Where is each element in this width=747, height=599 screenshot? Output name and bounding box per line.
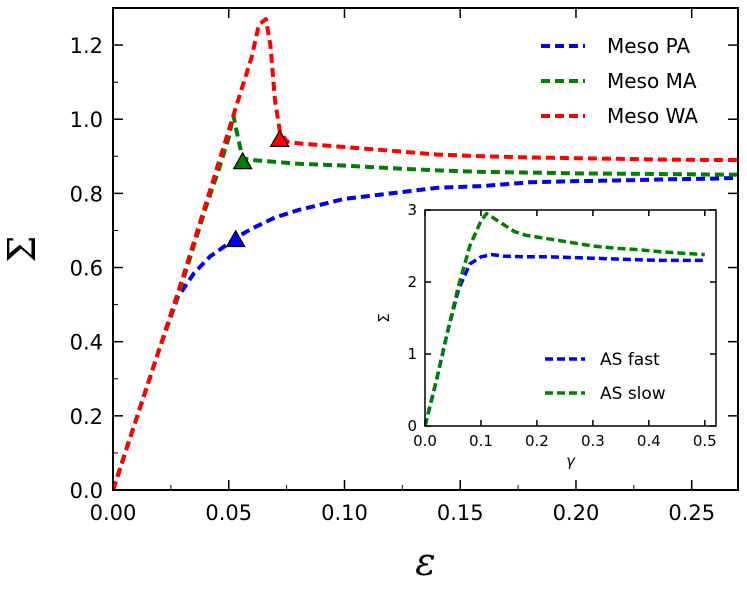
main-x-tick-label: 0.05: [205, 501, 252, 525]
main-series-line-meso-wa: [113, 17, 738, 490]
main-y-tick-label: 0.8: [70, 182, 103, 206]
main-marker-meso-ma: [232, 151, 253, 170]
inset-x-tick-label: 0.5: [693, 432, 717, 450]
main-legend-label: Meso WA: [607, 104, 698, 128]
inset-x-tick-label: 0.2: [525, 432, 549, 450]
main-y-tick-label: 0.0: [70, 479, 103, 503]
inset-y-axis-label: Σ: [375, 313, 393, 322]
inset-x-tick-label: 0.1: [469, 432, 493, 450]
main-x-axis-label: ε: [415, 540, 435, 584]
main-legend-label: Meso PA: [607, 34, 690, 58]
inset-panel: 0.0 0.1 0.2 0.3 0.4 0.5 0 1 2 3 γ Σ AS fast AS slow: [375, 201, 717, 470]
main-frame: [112, 7, 739, 491]
main-x-tick-label: 0.25: [668, 501, 715, 525]
inset-y-tick-label: 3: [407, 201, 417, 219]
main-marker-meso-wa: [269, 129, 290, 147]
main-legend: Meso PA Meso MA Meso WA: [541, 34, 698, 128]
main-x-tick-label: 0.00: [90, 501, 137, 525]
main-y-tick-label: 0.6: [70, 257, 103, 281]
main-y-tick-label: 1.0: [70, 108, 103, 132]
inset-legend-label: AS slow: [600, 384, 666, 404]
inset-frame: [424, 209, 717, 427]
main-series-group: [113, 17, 738, 490]
main-x-tick-label: 0.20: [553, 501, 600, 525]
inset-series-line-as-slow: [425, 211, 705, 426]
inset-y-tick-label: 1: [407, 345, 417, 363]
inset-x-tick-label: 0.4: [637, 432, 661, 450]
main-y-tick-label: 0.2: [70, 405, 103, 429]
inset-plot-area: [425, 210, 716, 426]
inset-series-group: [425, 211, 705, 426]
main-y-tick-label: 0.4: [70, 331, 103, 355]
main-marker-meso-pa: [225, 229, 246, 248]
main-x-tick-label: 0.10: [321, 501, 368, 525]
main-x-tick-label: 0.15: [437, 501, 484, 525]
inset-x-tick-label: 0.0: [413, 432, 437, 450]
main-series-line-meso-pa: [113, 175, 738, 490]
main-legend-label: Meso MA: [607, 69, 697, 93]
inset-legend-label: AS fast: [600, 350, 660, 370]
inset-x-axis-label: γ: [566, 452, 576, 470]
inset-y-tick-label: 2: [407, 273, 417, 291]
main-y-tick-label: 1.2: [70, 34, 103, 58]
inset-x-tick-label: 0.3: [581, 432, 605, 450]
main-y-axis-label: Σ: [0, 236, 44, 263]
inset-y-tick-label: 0: [407, 417, 417, 435]
inset-legend: AS fast AS slow: [545, 350, 666, 404]
